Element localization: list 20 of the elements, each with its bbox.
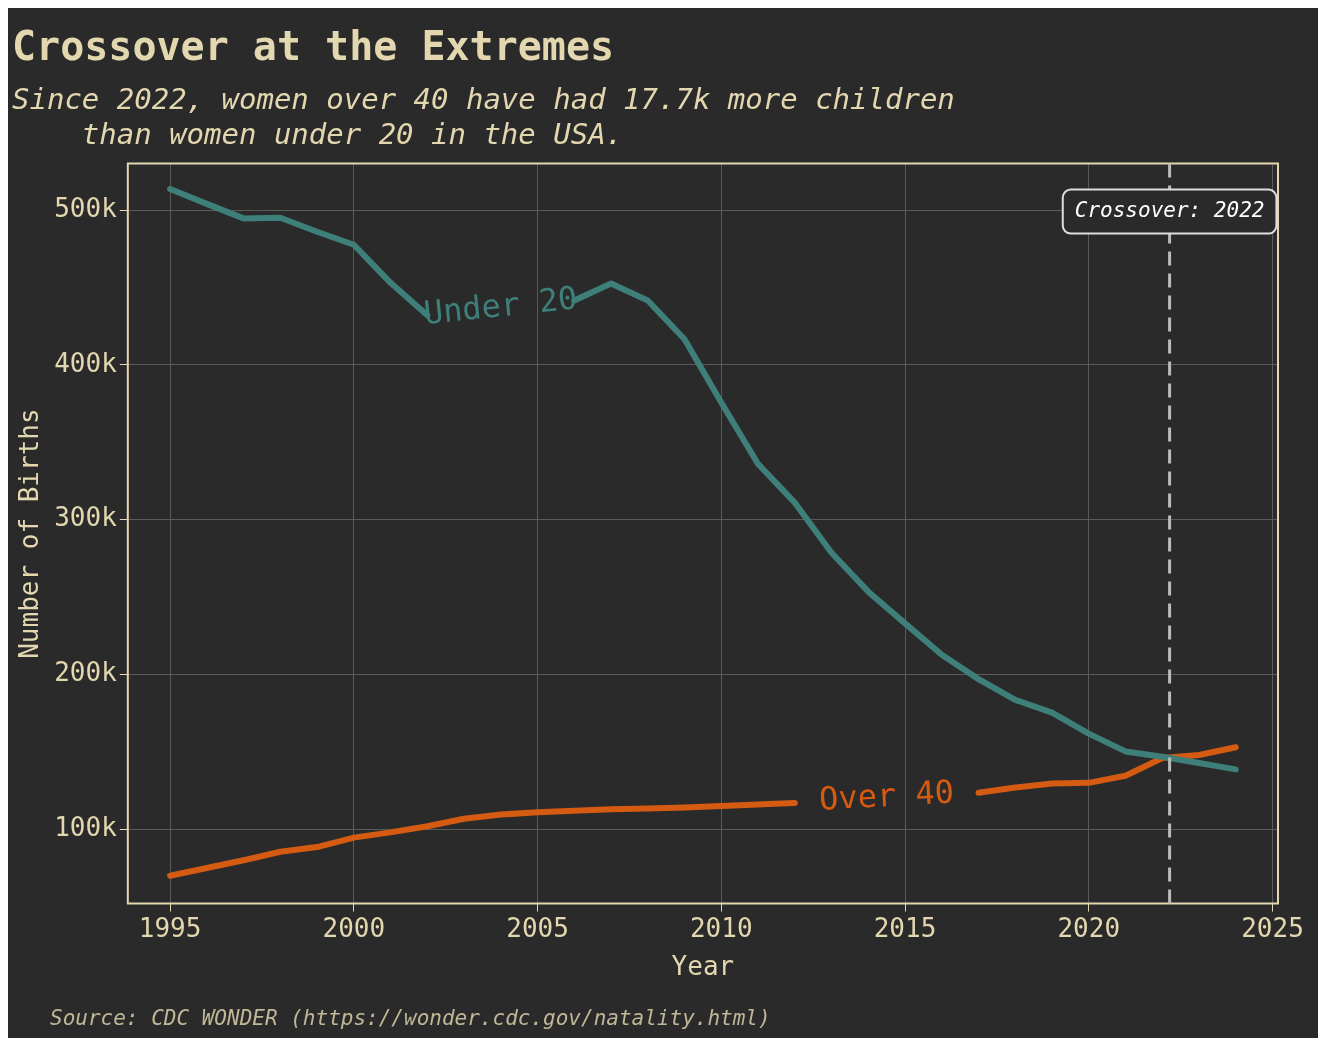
y-tick-label: 200k [54, 657, 118, 688]
x-tick-label: 2020 [1057, 912, 1121, 943]
text: Under 20 [421, 278, 580, 332]
x-tick-label: 2005 [506, 912, 569, 943]
x-tick-label: 2000 [322, 912, 386, 943]
y-tick-label: 300k [54, 502, 118, 533]
x-tick-label: 2015 [873, 912, 937, 943]
y-tick-label: 100k [54, 812, 118, 843]
ref-line-label: Crossover: 2022 [1074, 198, 1265, 223]
x-tick-label: 1995 [138, 912, 202, 943]
y-axis-title: Number of Births [14, 408, 45, 659]
x-axis-title: Year [671, 951, 735, 982]
y-tick-label: 400k [54, 347, 118, 378]
chart-subtitle: Since 2022, women over 40 have had 17.7k more children than women under 20 in the USA. [12, 81, 955, 151]
y-tick-label: 500k [54, 192, 118, 223]
x-tick-label: 2010 [689, 912, 753, 943]
chart-title: Crossover at the Extremes [12, 23, 615, 70]
source-note: Source: CDC WONDER (https://wonder.cdc.gov/natality.html) [50, 1005, 771, 1030]
x-tick-label: 2025 [1241, 912, 1304, 943]
series-label: Over 40 [818, 772, 955, 818]
